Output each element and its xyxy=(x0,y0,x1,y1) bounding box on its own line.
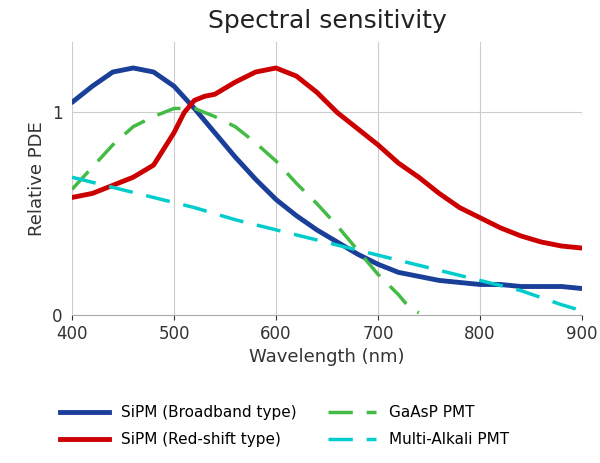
Y-axis label: Relative PDE: Relative PDE xyxy=(28,121,46,236)
Legend: SiPM (Broadband type), SiPM (Red-shift type), GaAsP PMT, Multi-Alkali PMT: SiPM (Broadband type), SiPM (Red-shift t… xyxy=(54,399,515,453)
Title: Spectral sensitivity: Spectral sensitivity xyxy=(208,9,446,33)
X-axis label: Wavelength (nm): Wavelength (nm) xyxy=(249,348,405,366)
